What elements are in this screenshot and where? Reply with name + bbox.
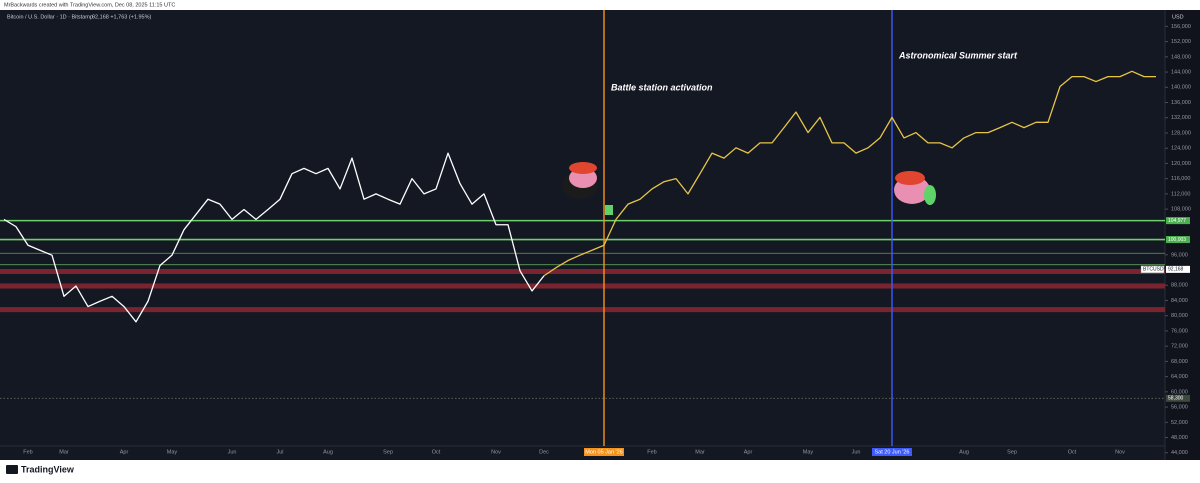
level-label-box xyxy=(1166,217,1190,225)
x-tick-label: Feb xyxy=(23,449,32,455)
x-tick-label: Feb xyxy=(647,449,656,455)
y-tick-label: 68,000 xyxy=(1171,359,1188,365)
y-tick-label: 120,000 xyxy=(1171,161,1191,167)
y-tick-label: 56,000 xyxy=(1171,405,1188,411)
character xyxy=(924,185,936,205)
y-tick-label: 88,000 xyxy=(1171,283,1188,289)
annotation: Astronomical Summer start xyxy=(898,50,1018,60)
x-tick-label: Jun xyxy=(852,449,861,455)
level-label: 100,003 xyxy=(1168,237,1186,243)
quote: 92,168 +1,763 (+1.95%) xyxy=(92,14,151,20)
marker-label-box xyxy=(872,448,912,456)
y-tick-label: 48,000 xyxy=(1171,435,1188,441)
x-tick-label: Nov xyxy=(1115,449,1125,455)
x-tick-label: May xyxy=(803,449,814,455)
credit-strip xyxy=(0,0,1200,10)
y-tick-label: 124,000 xyxy=(1171,146,1191,152)
y-tick-label: 152,000 xyxy=(1171,39,1191,45)
symbol: Bitcoin / U.S. Dollar · 1D · Bitstamp xyxy=(7,14,93,20)
price-axis-panel xyxy=(1165,10,1200,460)
x-tick-label: May xyxy=(167,449,178,455)
price-name-box xyxy=(1140,265,1165,274)
x-tick-label: Sep xyxy=(1007,449,1017,455)
x-tick-label: Apr xyxy=(744,449,753,455)
y-tick-label: 80,000 xyxy=(1171,313,1188,319)
footer-strip xyxy=(0,460,1200,483)
currency: USD xyxy=(1172,14,1184,20)
y-tick-label: 76,000 xyxy=(1171,328,1188,334)
y-tick-label: 52,000 xyxy=(1171,420,1188,426)
annotation: Battle station activation xyxy=(611,82,713,92)
y-tick-label: 140,000 xyxy=(1171,85,1191,91)
x-tick-label: Aug xyxy=(323,449,333,455)
y-tick-label: 116,000 xyxy=(1171,176,1190,182)
price-name: BTCUSD xyxy=(1143,267,1164,273)
x-tick-label: Mar xyxy=(695,449,705,455)
y-tick-label: 44,000 xyxy=(1171,450,1188,456)
y-tick-label: 72,000 xyxy=(1171,344,1188,350)
y-tick-label: 156,000 xyxy=(1171,24,1191,30)
x-tick-label: Dec xyxy=(539,449,549,455)
brand-logo xyxy=(6,465,18,474)
price-line xyxy=(3,152,545,323)
y-tick-label: 64,000 xyxy=(1171,374,1188,380)
x-tick-label: Jun xyxy=(228,449,237,455)
x-tick-label: Jul xyxy=(276,449,283,455)
y-tick-label: 128,000 xyxy=(1171,130,1191,136)
level-label-box xyxy=(1166,394,1190,402)
brand: TradingView xyxy=(21,464,75,474)
x-tick-label: Oct xyxy=(1068,449,1077,455)
y-tick-label: 96,000 xyxy=(1171,252,1188,258)
y-tick-label: 132,000 xyxy=(1171,115,1191,121)
character xyxy=(569,162,597,174)
y-tick-label: 136,000 xyxy=(1171,100,1191,106)
price-value-box xyxy=(1166,265,1190,273)
x-tick-label: Sat 20 Jun '26 xyxy=(875,449,910,455)
y-tick-label: 148,000 xyxy=(1171,54,1191,60)
y-tick-label: 84,000 xyxy=(1171,298,1188,304)
x-tick-label: Aug xyxy=(959,449,969,455)
x-tick-label: Oct xyxy=(432,449,441,455)
y-tick-label: 112,000 xyxy=(1171,191,1190,197)
character xyxy=(605,205,613,215)
x-tick-label: Mar xyxy=(59,449,69,455)
character xyxy=(895,171,925,185)
characters xyxy=(562,162,936,215)
y-tick-label: 108,000 xyxy=(1171,207,1191,213)
x-tick-label: Apr xyxy=(120,449,129,455)
level-label-box xyxy=(1166,236,1190,244)
credit: MrBackwards created with TradingView.com… xyxy=(4,2,175,8)
marker-label-box xyxy=(584,448,624,456)
price-line xyxy=(543,70,1156,277)
x-tick-label: Mon 05 Jan '26 xyxy=(585,449,622,455)
chart-background xyxy=(0,10,1200,460)
price-value: 92,168 xyxy=(1168,267,1184,273)
level-label: 104,977 xyxy=(1168,218,1186,224)
y-tick-label: 60,000 xyxy=(1171,389,1188,395)
level-label: 58,300 xyxy=(1168,396,1184,402)
y-tick-label: 144,000 xyxy=(1171,70,1191,76)
x-tick-label: Nov xyxy=(491,449,501,455)
x-tick-label: Sep xyxy=(383,449,393,455)
